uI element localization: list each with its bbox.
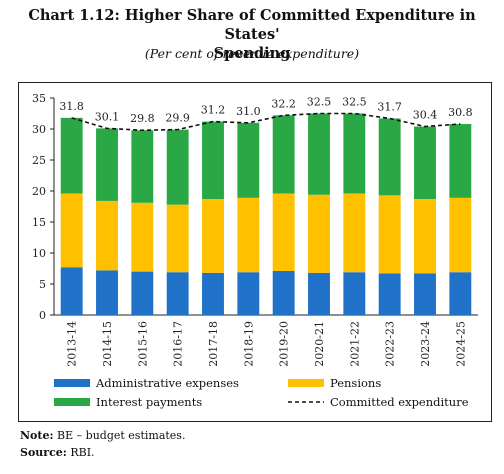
data-label: 29.9	[165, 112, 190, 125]
bar-pensions	[131, 202, 154, 272]
bar-pensions	[237, 197, 260, 273]
bar-administrative-expenses	[378, 273, 401, 315]
y-tick-label: 5	[39, 278, 46, 291]
legend-label: Committed expenditure	[330, 395, 469, 409]
x-tick-label: 2019-20	[278, 321, 291, 367]
bar-pensions	[414, 199, 436, 274]
note-label: Note:	[20, 429, 54, 442]
bar-administrative-expenses	[131, 271, 154, 315]
x-tick-label: 2016-17	[172, 321, 185, 367]
legend-label: Pensions	[330, 376, 381, 390]
data-label: 30.4	[413, 109, 438, 122]
source: Source: RBI.	[20, 446, 95, 459]
chart-subtitle: (Per cent of revenue expenditure)	[144, 46, 360, 61]
x-tick-label: 2024-25	[454, 321, 467, 367]
bar-pensions	[60, 193, 83, 268]
bar-interest-payments	[343, 113, 366, 194]
y-tick-label: 0	[39, 309, 46, 322]
bar-interest-payments	[166, 129, 189, 205]
bar-interest-payments	[60, 117, 83, 194]
x-tick-label: 2018-19	[242, 321, 255, 367]
bar-administrative-expenses	[414, 273, 436, 315]
bar-interest-payments	[378, 118, 401, 196]
data-label: 31.0	[236, 105, 261, 118]
bar-interest-payments	[202, 121, 224, 200]
chart-title-line2: Spending	[213, 45, 291, 62]
y-tick-label: 10	[32, 247, 46, 260]
x-tick-label: 2020-21	[313, 321, 326, 367]
note: Note: BE – budget estimates.	[20, 429, 185, 442]
bar-interest-payments	[449, 124, 472, 198]
data-label: 31.2	[201, 104, 226, 117]
bar-interest-payments	[414, 126, 436, 200]
bar-administrative-expenses	[166, 272, 189, 315]
x-tick-label: 2022-23	[384, 321, 397, 367]
y-tick-label: 30	[32, 123, 46, 136]
legend-label: Interest payments	[96, 395, 202, 409]
y-tick-label: 25	[32, 154, 46, 167]
bar-pensions	[202, 199, 224, 273]
bar-administrative-expenses	[308, 272, 330, 315]
data-label: 31.7	[377, 100, 402, 113]
legend-label: Administrative expenses	[95, 376, 239, 390]
bar-pensions	[272, 193, 295, 271]
data-label: 31.8	[59, 100, 84, 113]
chart-frame	[18, 82, 492, 422]
committed-expenditure-line	[71, 112, 461, 132]
bar-administrative-expenses	[60, 267, 83, 315]
bar-pensions	[378, 195, 401, 274]
x-tick-label: 2015-16	[136, 321, 149, 367]
bar-administrative-expenses	[272, 270, 295, 315]
bar-pensions	[166, 204, 189, 273]
data-label: 32.5	[307, 96, 332, 109]
bar-administrative-expenses	[237, 272, 260, 315]
data-label: 30.8	[448, 106, 473, 119]
x-tick-label: 2021-22	[348, 321, 361, 367]
data-label: 32.2	[271, 97, 296, 110]
legend-swatch	[54, 379, 90, 387]
source-label: Source:	[20, 446, 67, 459]
chart-title: Chart 1.12: Higher Share of Committed Ex…	[0, 6, 504, 63]
bar-interest-payments	[96, 128, 118, 201]
bar-interest-payments	[272, 115, 295, 194]
bar-pensions	[96, 200, 118, 271]
x-tick-label: 2014-15	[101, 321, 114, 367]
y-tick-label: 20	[32, 185, 46, 198]
data-label: 32.5	[342, 96, 367, 109]
bar-administrative-expenses	[343, 272, 366, 315]
legend-swatch	[288, 379, 324, 387]
bar-administrative-expenses	[202, 272, 224, 315]
chart-title-line1: Chart 1.12: Higher Share of Committed Ex…	[28, 7, 476, 43]
bar-administrative-expenses	[96, 270, 118, 315]
x-tick-label: 2023-24	[419, 321, 432, 367]
note-text: BE – budget estimates.	[57, 429, 186, 442]
bar-interest-payments	[131, 130, 154, 203]
bar-pensions	[343, 193, 366, 273]
x-tick-label: 2017-18	[207, 321, 220, 367]
bar-interest-payments	[308, 113, 330, 195]
y-tick-label: 15	[32, 216, 46, 229]
source-text: RBI.	[70, 446, 95, 459]
bar-interest-payments	[237, 122, 260, 198]
data-label: 30.1	[95, 110, 120, 123]
bar-administrative-expenses	[449, 272, 472, 315]
legend-swatch	[54, 398, 90, 406]
data-label: 29.8	[130, 112, 155, 125]
bar-pensions	[308, 194, 330, 273]
y-tick-label: 35	[32, 92, 46, 105]
x-tick-label: 2013-14	[66, 321, 79, 367]
bar-pensions	[449, 197, 472, 273]
